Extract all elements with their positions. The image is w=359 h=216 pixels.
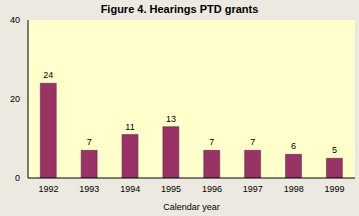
svg-text:6: 6 — [291, 141, 296, 151]
svg-text:1997: 1997 — [243, 184, 263, 194]
svg-text:7: 7 — [209, 137, 214, 147]
svg-text:20: 20 — [10, 94, 20, 104]
svg-text:5: 5 — [332, 145, 337, 155]
html-text:Figure 4. Hearings PTD grants: Figure 4. Hearings PTD grants — [100, 3, 259, 15]
svg-text:40: 40 — [10, 15, 20, 25]
svg-text:Calendar year: Calendar year — [163, 202, 220, 212]
svg-text:11: 11 — [125, 122, 134, 132]
svg-text:1994: 1994 — [120, 184, 140, 194]
svg-text:1995: 1995 — [161, 184, 181, 194]
svg-text:7: 7 — [250, 137, 255, 147]
svg-text:1999: 1999 — [325, 184, 345, 194]
svg-text:13: 13 — [166, 114, 176, 124]
svg-text:1993: 1993 — [79, 184, 99, 194]
svg-text:1992: 1992 — [38, 184, 58, 194]
svg-text:1998: 1998 — [284, 184, 304, 194]
svg-text:1996: 1996 — [202, 184, 222, 194]
svg-text:24: 24 — [43, 70, 53, 80]
svg-text:0: 0 — [15, 173, 20, 183]
svg-text:7: 7 — [87, 137, 92, 147]
